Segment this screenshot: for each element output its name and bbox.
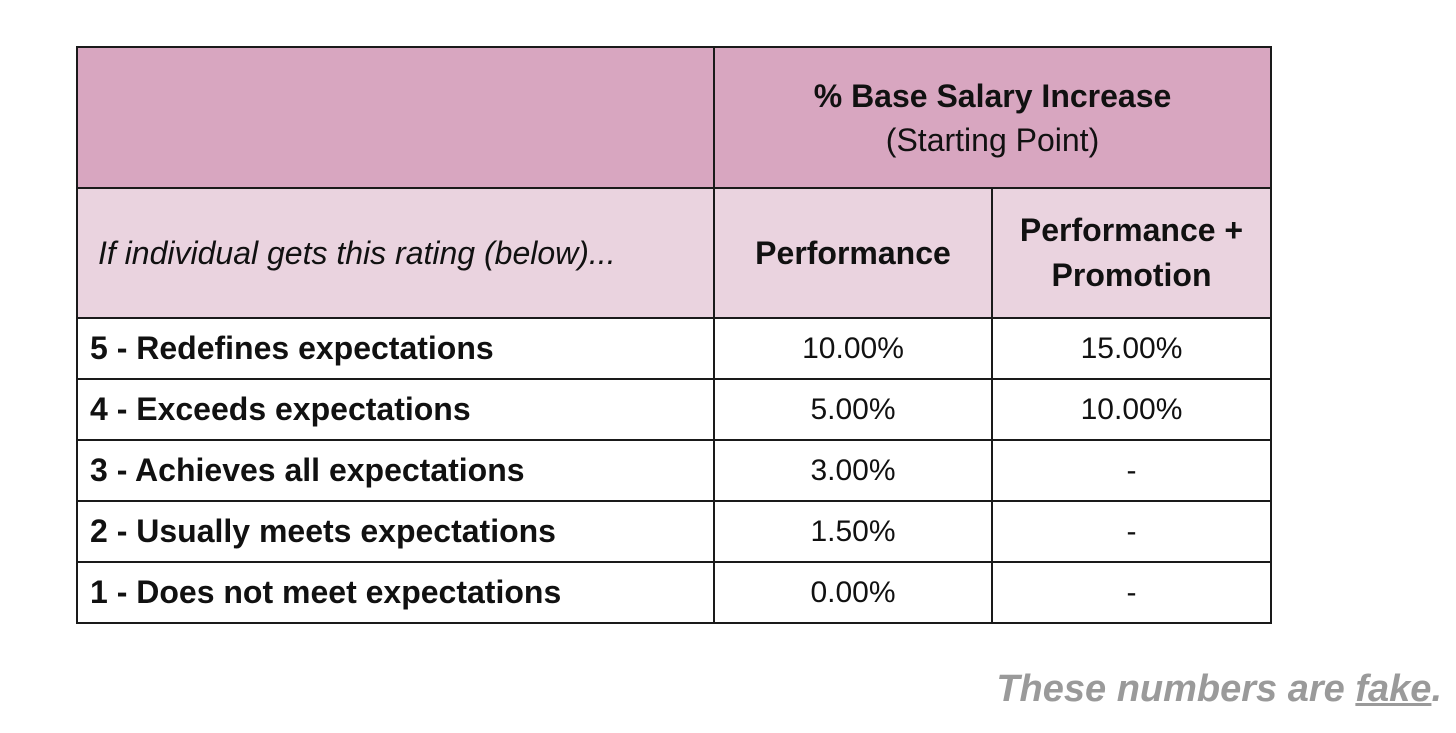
table-row: 3 - Achieves all expectations 3.00% - xyxy=(76,439,1273,502)
rating-cell: 3 - Achieves all expectations xyxy=(76,439,715,502)
rating-cell: 5 - Redefines expectations xyxy=(76,317,715,380)
footnote-emphasis: fake xyxy=(1355,668,1432,710)
promotion-column-header: Performance + Promotion xyxy=(990,187,1273,319)
header-subtitle: (Starting Point) xyxy=(885,121,1100,158)
performance-cell: 1.50% xyxy=(713,500,993,563)
promotion-cell: 10.00% xyxy=(990,378,1273,441)
promotion-cell: - xyxy=(990,500,1273,563)
header-row: % Base Salary Increase (Starting Point) xyxy=(76,46,1273,189)
header-title: % Base Salary Increase xyxy=(813,77,1172,114)
table-row: 5 - Redefines expectations 10.00% 15.00% xyxy=(76,317,1273,380)
table-row: 2 - Usually meets expectations 1.50% - xyxy=(76,500,1273,563)
promotion-cell: - xyxy=(990,561,1273,624)
salary-increase-header: % Base Salary Increase (Starting Point) xyxy=(712,46,1273,189)
header-corner-cell xyxy=(76,46,715,189)
rating-cell: 4 - Exceeds expectations xyxy=(76,378,715,441)
salary-increase-table: % Base Salary Increase (Starting Point) … xyxy=(76,46,1273,624)
performance-cell: 3.00% xyxy=(713,439,993,502)
promotion-cell: - xyxy=(990,439,1273,502)
rating-cell: 1 - Does not meet expectations xyxy=(76,561,715,624)
rating-column-header: If individual gets this rating (below)..… xyxy=(76,187,715,319)
footnote-suffix: . xyxy=(1431,668,1442,710)
footnote-prefix: These numbers are xyxy=(996,668,1356,710)
table-row: 1 - Does not meet expectations 0.00% - xyxy=(76,561,1273,624)
subheader-row: If individual gets this rating (below)..… xyxy=(76,187,1273,319)
performance-cell: 10.00% xyxy=(713,317,993,380)
table-row: 4 - Exceeds expectations 5.00% 10.00% xyxy=(76,378,1273,441)
performance-column-header: Performance xyxy=(713,187,993,319)
rating-cell: 2 - Usually meets expectations xyxy=(76,500,715,563)
performance-cell: 5.00% xyxy=(713,378,993,441)
footnote: These numbers are fake. xyxy=(996,668,1442,711)
performance-cell: 0.00% xyxy=(713,561,993,624)
promotion-cell: 15.00% xyxy=(990,317,1273,380)
